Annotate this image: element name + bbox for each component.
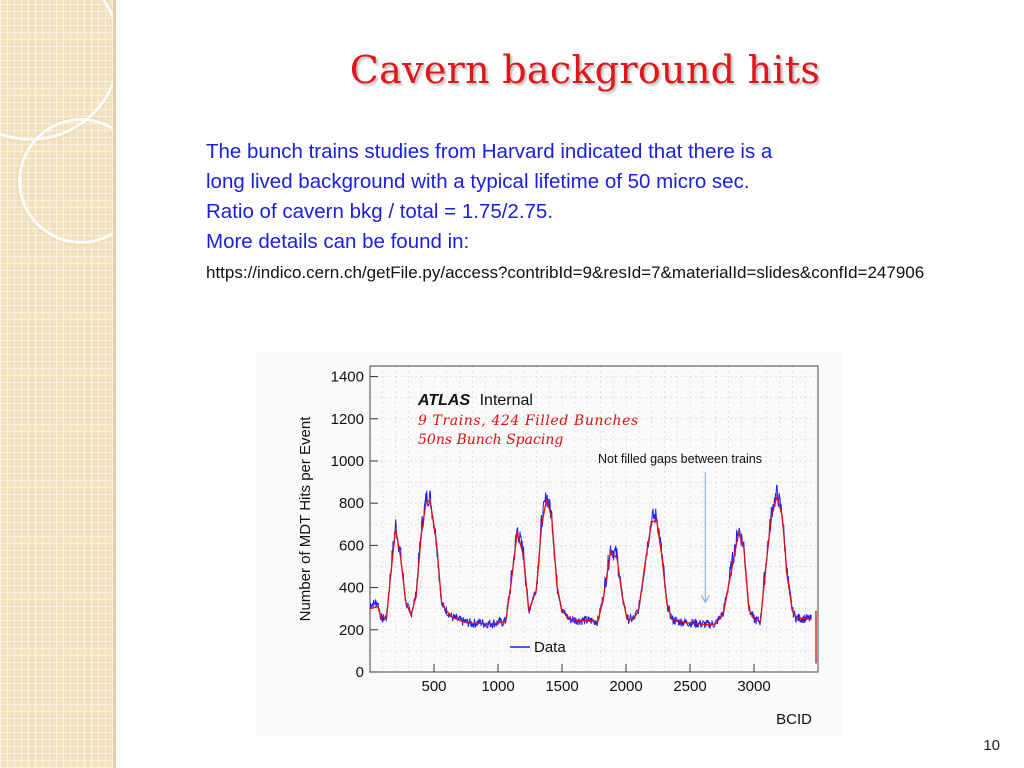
annotation-arrow-head — [700, 595, 710, 604]
y-tick-label: 600 — [339, 537, 364, 554]
y-tick-label: 200 — [339, 622, 364, 639]
y-tick-label: 1000 — [331, 453, 364, 470]
chart-svg: 0 200 400 600 800 1000 1200 1400 500 1000 1500 2000… — [297, 365, 819, 728]
gap-annotation-label: Not filled gaps between trains — [598, 452, 762, 466]
chart-annotations — [700, 472, 710, 604]
x-tick-label: 2000 — [609, 678, 642, 695]
body-line-2: long lived background with a typical lif… — [206, 170, 750, 193]
atlas-word: ATLAS — [417, 392, 470, 409]
x-tick-label: 500 — [421, 678, 446, 695]
body-line-4: More details can be found in: — [206, 230, 470, 253]
internal-word: Internal — [480, 392, 533, 409]
plot-frame — [369, 365, 819, 673]
body-line-3: Ratio of cavern bkg / total = 1.75/2.75. — [206, 200, 554, 223]
x-tick-label: 1000 — [481, 678, 514, 695]
y-tick-label: 1200 — [331, 411, 364, 428]
body-line-1: The bunch trains studies from Harvard in… — [206, 140, 773, 163]
slide-title: Cavern background hits — [349, 48, 821, 92]
x-tick-label: 3000 — [737, 678, 770, 695]
y-axis-label: Number of MDT Hits per Event — [297, 416, 314, 622]
chart-series — [369, 484, 817, 664]
y-tick-label: 400 — [339, 580, 364, 597]
y-tick-label: 800 — [339, 495, 364, 512]
fit-curve-line — [369, 494, 812, 626]
page-number: 10 — [983, 737, 1000, 754]
reference-url[interactable]: https://indico.cern.ch/getFile.py/access… — [206, 263, 925, 282]
decorative-sidebar — [0, 0, 113, 768]
chart-ticks: 0 200 400 600 800 1000 1200 1400 500 1000 1500 2000… — [331, 369, 771, 695]
mdt-hits-chart: 0 200 400 600 800 1000 1200 1400 500 1000 1500 2000… — [256, 352, 842, 736]
atlas-label: ATLAS Internal — [417, 392, 533, 409]
trains-info-label: 9 Trains, 424 Filled Bunches — [418, 413, 639, 429]
chart-grid — [370, 366, 818, 672]
sidebar-divider — [113, 0, 116, 768]
slide-body-text: The bunch trains studies from Harvard in… — [206, 137, 946, 257]
x-tick-label: 2500 — [673, 678, 706, 695]
y-tick-label: 0 — [356, 664, 364, 681]
legend-label: Data — [534, 639, 566, 656]
y-tick-label: 1400 — [331, 369, 364, 386]
x-tick-label: 1500 — [545, 678, 578, 695]
spacing-info-label: 50ns Bunch Spacing — [418, 432, 563, 448]
x-axis-label: BCID — [776, 711, 812, 728]
